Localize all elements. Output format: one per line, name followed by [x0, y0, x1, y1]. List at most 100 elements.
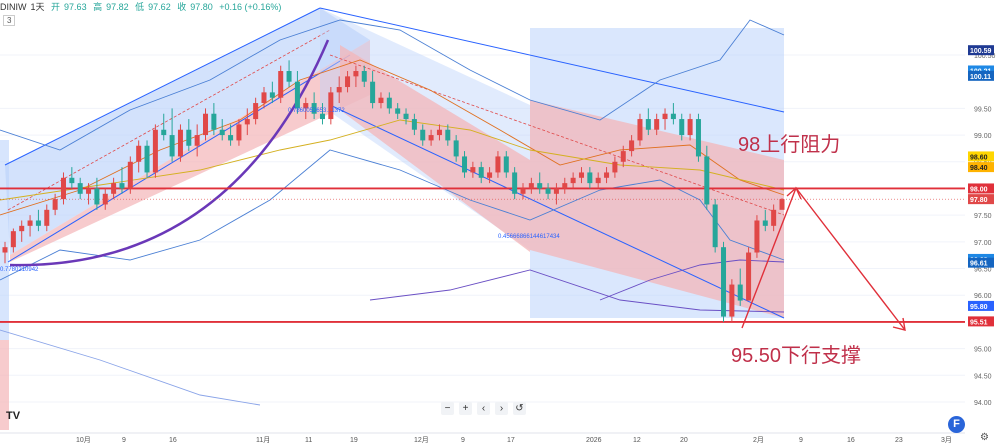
- x-tick-label: 16: [169, 437, 177, 444]
- candle-body: [269, 92, 275, 98]
- channel-fill-red: [530, 100, 784, 318]
- candle-body: [729, 284, 735, 317]
- high-value: 97.82: [106, 2, 129, 12]
- interval-label[interactable]: 1天: [30, 2, 45, 12]
- candle-body: [69, 177, 75, 184]
- candle-body: [119, 183, 125, 189]
- x-tick-label: 12: [633, 437, 641, 444]
- candle-body: [52, 199, 58, 210]
- candle-body: [395, 108, 401, 114]
- scroll-back-button[interactable]: ‹: [477, 402, 490, 415]
- candle-body: [687, 119, 693, 136]
- price-badge-label: 100.11: [970, 74, 991, 81]
- candle-body: [762, 220, 768, 226]
- candle-body: [345, 76, 351, 88]
- ma-orange: [0, 59, 785, 216]
- candle-body: [211, 113, 217, 130]
- y-tick-label: 99.50: [974, 106, 992, 113]
- x-tick-label: 9: [799, 437, 803, 444]
- candle-body: [604, 172, 610, 178]
- x-tick-label: 2026: [586, 437, 602, 444]
- x-tick-label: 3月: [941, 436, 952, 444]
- zoom-in-button[interactable]: +: [459, 402, 472, 415]
- candle-body: [654, 119, 660, 130]
- candle-body: [244, 119, 250, 125]
- price-badge-label: 100.59: [970, 48, 992, 55]
- settings-gear-icon[interactable]: ⚙: [980, 432, 989, 443]
- resistance-annotation: 98上行阻力: [738, 133, 840, 156]
- candle-body: [77, 183, 83, 194]
- x-tick-label: 12月: [414, 436, 429, 444]
- candle-body: [144, 145, 150, 173]
- lower-band: [0, 149, 785, 281]
- falling-channel-lower: [340, 45, 530, 252]
- y-tick-label: 100.50: [974, 53, 996, 60]
- x-tick-label: 23: [895, 437, 903, 444]
- reset-view-button[interactable]: ↺: [513, 402, 526, 415]
- y-tick-label: 96.00: [974, 293, 992, 300]
- candle-body: [60, 177, 66, 200]
- candle-body: [503, 156, 509, 173]
- candle-body: [537, 183, 543, 189]
- candle-body: [470, 167, 476, 173]
- outer-band-low: [0, 329, 261, 406]
- candle-body: [236, 124, 242, 141]
- candle-body: [194, 135, 200, 146]
- candle-body: [102, 193, 108, 205]
- candle-body: [629, 140, 635, 152]
- indicator-count-badge[interactable]: 3: [3, 15, 16, 26]
- price-badge: [968, 151, 994, 162]
- change-value: +0.16 (+0.16%): [219, 2, 282, 12]
- candle-body: [19, 225, 25, 232]
- price-badge-label: 95.51: [970, 319, 988, 326]
- candle-body: [428, 135, 434, 141]
- x-tick-label: 16: [847, 437, 855, 444]
- x-tick-label: 11: [305, 437, 312, 444]
- candle-body: [520, 188, 526, 194]
- candle-body: [512, 172, 518, 194]
- candle-body: [578, 172, 584, 178]
- candle-body: [177, 129, 183, 157]
- x-tick-label: 11月: [256, 436, 270, 444]
- scroll-forward-button[interactable]: ›: [495, 402, 508, 415]
- x-tick-label: 20: [680, 437, 688, 444]
- candle-body: [386, 97, 392, 109]
- candle-body: [294, 81, 300, 109]
- candle-body: [695, 119, 701, 157]
- long-ma-purple: [599, 259, 785, 301]
- price-badge-label: 98.60: [970, 154, 988, 161]
- price-badge: [968, 300, 994, 311]
- candle-body: [721, 247, 727, 317]
- candle-body: [620, 151, 626, 162]
- candle-body: [127, 161, 133, 189]
- candle-body: [94, 188, 100, 205]
- chart-header: DINIW 1天 开 97.63 高 97.82 低 97.62 收 97.80 +0.1…: [0, 0, 285, 14]
- candle-body: [370, 81, 376, 104]
- tv-logo-icon[interactable]: TV: [6, 410, 21, 422]
- price-badge: [968, 257, 994, 268]
- long-ma-lower: [369, 269, 785, 313]
- y-tick-label: 94.50: [974, 373, 992, 380]
- upper-band: [0, 19, 785, 151]
- candle-body: [328, 92, 334, 120]
- candle-body: [27, 220, 33, 226]
- candle-body: [487, 172, 493, 178]
- candle-body: [746, 252, 752, 301]
- candle-body: [478, 167, 484, 178]
- symbol-label[interactable]: DINIW: [0, 2, 27, 12]
- x-tick-label: 10月: [76, 436, 91, 444]
- candle-body: [86, 188, 92, 194]
- candle-body: [779, 199, 785, 210]
- candle-body: [186, 129, 192, 146]
- candle-body: [219, 129, 225, 136]
- price-badge-label: 95.80: [970, 304, 988, 311]
- ma-yellow: [0, 119, 785, 201]
- zoom-out-button[interactable]: −: [441, 402, 454, 415]
- forecast-arrowhead-up: [786, 186, 802, 200]
- candle-body: [436, 129, 442, 136]
- candle-body: [35, 220, 41, 226]
- candle-body: [495, 156, 501, 173]
- support-annotation: 95.50下行支撑: [731, 344, 861, 367]
- candle-body: [261, 92, 267, 104]
